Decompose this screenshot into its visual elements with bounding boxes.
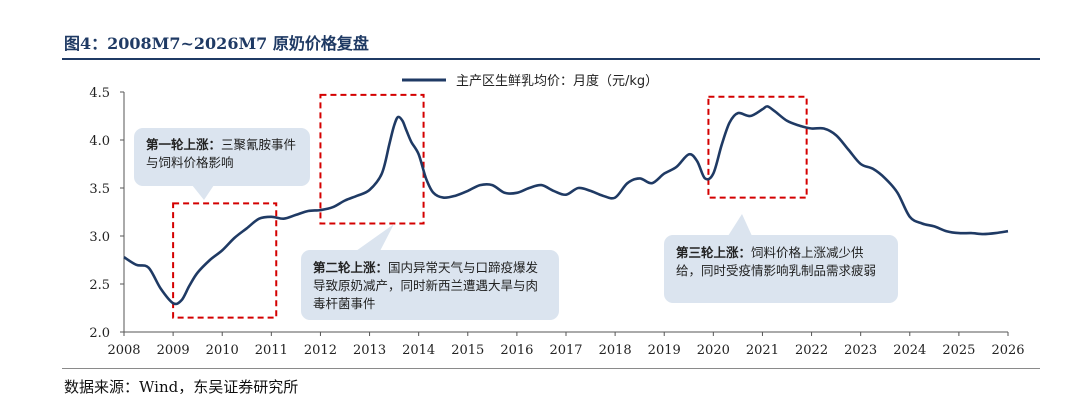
plot-area bbox=[123, 105, 1009, 306]
figure-title: 图4：2008M7~2026M7 原奶价格复盘 bbox=[64, 34, 369, 53]
series-line-1 bbox=[123, 105, 1009, 306]
annotation-round-1-title: 第一轮上涨： bbox=[146, 137, 222, 152]
x-tick-label: 2013 bbox=[353, 343, 386, 358]
y-tick-label: 2.0 bbox=[89, 326, 110, 341]
source-rule bbox=[62, 368, 1040, 369]
y-tick-label: 2.5 bbox=[89, 278, 110, 293]
legend-label: 主产区生鲜乳均价：月度（元/kg） bbox=[456, 73, 658, 89]
x-tick-label: 2011 bbox=[255, 343, 288, 358]
x-tick-label: 2010 bbox=[206, 343, 239, 358]
source-note: 数据来源：Wind，东吴证券研究所 bbox=[64, 378, 299, 396]
legend: 主产区生鲜乳均价：月度（元/kg） bbox=[402, 73, 658, 89]
highlight-boxes bbox=[172, 93, 808, 319]
y-tick-label: 4.5 bbox=[89, 86, 110, 101]
x-tick-label: 2008 bbox=[107, 343, 140, 358]
x-tick-label: 2018 bbox=[599, 343, 632, 358]
callout-1-pointer bbox=[192, 185, 214, 200]
x-tick-label: 2026 bbox=[991, 343, 1024, 358]
y-tick-label: 4.0 bbox=[89, 134, 110, 149]
annotation-round-1-text: 三聚氰胺事件与饲料价格影响 bbox=[146, 137, 297, 170]
annotation-round-2: 第二轮上涨：国内异常天气与口蹄疫爆发导致原奶减产，同时新西兰遭遇大旱与肉毒杆菌事… bbox=[301, 250, 559, 320]
annotation-round-3-text: 饲料价格上涨减少供给，同时受疫情影响乳制品需求疲弱 bbox=[676, 245, 877, 278]
callout-3-pointer bbox=[728, 214, 752, 236]
highlight-box-2 bbox=[319, 93, 425, 225]
x-tick-label: 2024 bbox=[893, 343, 926, 358]
x-tick-label: 2012 bbox=[304, 343, 337, 358]
x-tick-label: 2022 bbox=[795, 343, 828, 358]
annotation-round-3: 第三轮上涨：饲料价格上涨减少供给，同时受疫情影响乳制品需求疲弱 bbox=[664, 235, 898, 303]
x-tick-label: 2015 bbox=[451, 343, 484, 358]
x-tick-label: 2021 bbox=[746, 343, 779, 358]
annotation-round-2-text: 国内异常天气与口蹄疫爆发导致原奶减产，同时新西兰遭遇大旱与肉毒杆菌事件 bbox=[313, 260, 539, 311]
annotation-round-2-title: 第二轮上涨： bbox=[313, 260, 389, 275]
x-tick-label: 2019 bbox=[648, 343, 681, 358]
x-tick-label: 2017 bbox=[549, 343, 582, 358]
annotation-round-3-title: 第三轮上涨： bbox=[676, 245, 752, 260]
title-rule bbox=[62, 58, 1040, 60]
line-chart: 2.0 2.5 3.0 3.5 4.0 4.5 2008 2009 2010 2011 2012 20… bbox=[89, 73, 1024, 358]
x-tick-label: 2014 bbox=[402, 343, 435, 358]
chart-axes: 2.0 2.5 3.0 3.5 4.0 4.5 2008 2009 2010 2011 2012 20… bbox=[89, 86, 1024, 358]
y-tick-label: 3.5 bbox=[89, 182, 110, 197]
annotation-round-1: 第一轮上涨：三聚氰胺事件与饲料价格影响 bbox=[134, 128, 310, 186]
x-tick-label: 2023 bbox=[844, 343, 877, 358]
callout-pointers bbox=[192, 185, 752, 251]
x-tick-label: 2020 bbox=[697, 343, 730, 358]
x-tick-label: 2009 bbox=[157, 343, 190, 358]
y-tick-label: 3.0 bbox=[89, 230, 110, 245]
x-tick-label: 2025 bbox=[942, 343, 975, 358]
x-tick-label: 2016 bbox=[500, 343, 533, 358]
callout-2-pointer bbox=[356, 224, 394, 251]
highlight-box-1 bbox=[172, 202, 278, 319]
